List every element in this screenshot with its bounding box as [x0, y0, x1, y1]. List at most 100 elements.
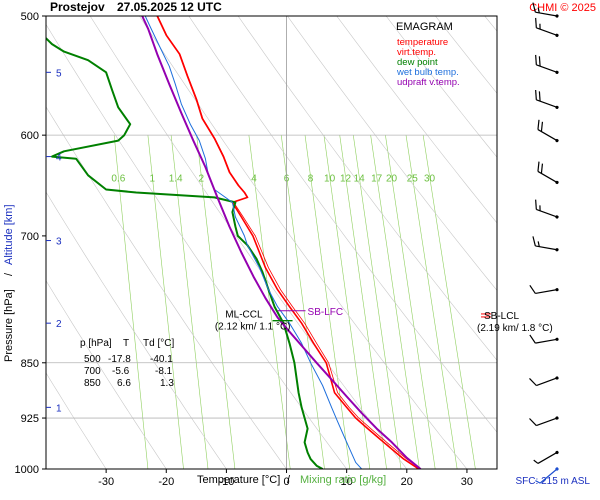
wind-barb	[535, 199, 559, 219]
altitude-tick-labels: 1 2 3 4 5	[46, 68, 62, 414]
mixing-ratio-line	[405, 135, 458, 469]
dry-adiabat-line	[188, 16, 497, 433]
dry-adiabat-line	[287, 16, 497, 291]
table-cell: -17.8	[108, 354, 131, 365]
dry-adiabat-line	[385, 16, 497, 158]
x-tick-label: 20	[401, 476, 413, 488]
sb-lfc-label: SB-LFC	[308, 307, 344, 318]
credit-text: CHMI © 2025	[529, 2, 596, 14]
legend-item: temperature	[397, 37, 448, 48]
wind-barb	[533, 450, 559, 464]
sounding-profiles	[46, 16, 422, 469]
x-axis-title: Temperature [°C] / Mixing ratio [g/kg]	[197, 474, 386, 486]
y-tick-label: 925	[21, 413, 39, 425]
x-tick-label: 30	[461, 476, 473, 488]
wind-barb	[535, 54, 559, 74]
wind-barb	[529, 416, 559, 427]
y-axis-title: Pressure [hPa] / Altitude [km]	[3, 204, 15, 362]
dry-adiabat-line	[46, 372, 107, 469]
legend-item: udpraft v.temp.	[397, 77, 460, 88]
wind-barbs	[529, 2, 559, 484]
altitude-tick-label: 4	[56, 153, 62, 164]
pressure-tick-labels: 500 600 700 850 925 1000	[15, 11, 46, 476]
wind-barb	[535, 17, 559, 37]
mixing-ratio-label: 17	[371, 173, 383, 184]
legend-item: virt.temp.	[397, 47, 436, 58]
dry-adiabat-line	[89, 16, 408, 469]
dry-adiabat-line	[46, 106, 287, 469]
mixing-ratio-line	[280, 135, 325, 469]
legend-title: EMAGRAM	[396, 21, 453, 33]
y-tick-label: 600	[21, 130, 39, 142]
wind-barb	[537, 119, 559, 143]
dry-adiabat-line	[237, 16, 497, 361]
mixing-ratio-line	[352, 135, 402, 469]
ml-ccl-detail: (2.12 km/ 1.1 °C)	[215, 322, 291, 333]
temperature-tick-labels: -30 -20 -10 0 10 20 30	[98, 469, 473, 488]
table-cell: 6.6	[117, 378, 131, 389]
dry-adiabat-line	[46, 23, 347, 469]
x-axis-label-separator: /	[287, 474, 291, 486]
legend-item: dew point	[397, 57, 438, 68]
x-tick-label: -10	[218, 476, 234, 488]
y-axis-label-separator: /	[3, 272, 15, 276]
sb-lcl-detail: (2.19 km/ 1.8 °C)	[477, 323, 553, 334]
mixing-ratio-line	[370, 135, 420, 469]
series-line-dew-point	[46, 36, 324, 469]
mixing-ratio-label: 20	[386, 173, 398, 184]
wind-barb	[532, 2, 559, 18]
series-line-virt-temp	[157, 16, 421, 469]
mixing-ratio-line	[147, 135, 184, 469]
mixing-ratio-label: 25	[407, 173, 419, 184]
summary-table: p [hPa] T Td [°C] 500 -17.8 -40.1 700 -5…	[80, 338, 174, 389]
table-header-t: T	[123, 338, 129, 349]
table-header-p: p [hPa]	[80, 338, 112, 349]
mixing-ratio-label: 2	[199, 173, 205, 184]
table-cell: -5.6	[112, 366, 130, 377]
mixing-ratio-label: 30	[424, 173, 436, 184]
wind-barb	[537, 161, 559, 185]
mixing-ratio-label: 8	[308, 173, 314, 184]
wind-barb	[529, 334, 559, 344]
x-tick-label: -20	[158, 476, 174, 488]
mixing-ratio-label: 1.4	[169, 173, 183, 184]
table-cell: 700	[84, 366, 101, 377]
wind-barb	[535, 467, 559, 484]
dry-adiabat-line	[139, 16, 468, 469]
table-cell: 850	[84, 378, 101, 389]
x-tick-label: 10	[341, 476, 353, 488]
y-tick-label: 700	[21, 231, 39, 243]
mixing-ratio-line	[170, 135, 209, 469]
x-tick-label: -30	[98, 476, 114, 488]
series-line-wet-bulb-temp	[144, 16, 363, 469]
mixing-ratio-labels: 0.611.4246810121417202530	[111, 173, 435, 184]
mixing-ratio-label: 12	[340, 173, 352, 184]
y-tick-label: 850	[21, 358, 39, 370]
mixing-ratio-label: 10	[324, 173, 336, 184]
table-cell: -40.1	[150, 354, 173, 365]
table-cell: 500	[84, 354, 101, 365]
series-line-udpraft-v-temp	[141, 16, 422, 469]
mixing-ratio-label: 0.6	[111, 173, 125, 184]
wind-barb	[532, 236, 559, 252]
series-line-temperature	[156, 16, 420, 469]
dry-adiabat-line	[46, 191, 227, 469]
altitude-tick-label: 5	[56, 68, 62, 79]
station-name: Prostejov	[50, 0, 105, 14]
mixing-ratio-line	[304, 135, 351, 469]
mixing-ratio-lines	[113, 135, 476, 469]
y-tick-label: 500	[21, 11, 39, 23]
y-tick-label: 1000	[15, 464, 39, 476]
x-axis-label-mixing: Mixing ratio [g/kg]	[300, 474, 386, 486]
mixing-ratio-label: 4	[251, 173, 257, 184]
plot-frame	[45, 15, 498, 470]
y-axis-label-pressure: Pressure [hPa]	[3, 289, 15, 362]
y-axis-label-altitude: Altitude [km]	[3, 204, 15, 265]
mixing-ratio-line	[196, 135, 236, 469]
sb-lcl-label: SB-LCL	[484, 311, 519, 322]
isobar-lines	[46, 134, 497, 419]
altitude-tick-label: 1	[56, 403, 62, 414]
table-cell: -8.1	[155, 366, 173, 377]
